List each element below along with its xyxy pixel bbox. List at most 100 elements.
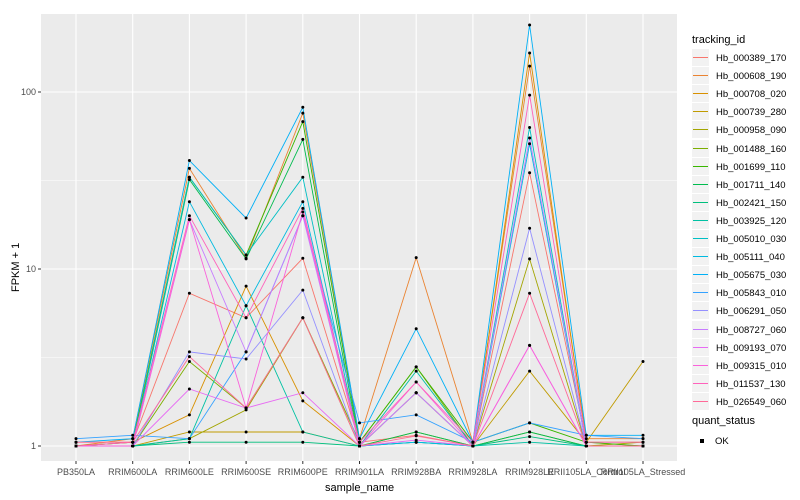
data-point [187,159,191,163]
legend-title-quant-status: quant_status [692,415,755,427]
legend-item-label: Hb_000608_190 [716,71,787,83]
data-point [301,288,305,292]
x-axis-title: sample_name [325,482,395,494]
data-point [301,391,305,395]
data-point [528,142,532,146]
data-point [187,218,191,222]
data-point [528,136,532,140]
data-point [358,437,361,441]
data-point [187,350,191,354]
data-point [414,256,418,260]
data-point [528,226,532,230]
legend-item-label: Hb_005843_010 [716,288,787,300]
legend-key-swatch [692,157,709,175]
legend-key-line-icon [693,292,708,294]
legend-item-label: Hb_003925_120 [716,215,787,227]
legend-key-swatch [692,175,709,193]
legend-key-swatch [692,193,709,211]
data-point [528,369,532,373]
legend-item-label: Hb_000958_090 [716,125,787,137]
legend-item-label: OK [715,436,729,447]
data-point [584,433,588,437]
data-point [414,430,418,434]
data-point [187,178,191,182]
legend-item-label: Hb_000739_280 [716,107,787,119]
data-point [301,210,305,214]
data-point [414,434,418,438]
x-tick-label-RRIM928BA: RRIM928BA [391,467,442,477]
legend-key-line-icon [693,57,708,58]
data-point [414,365,418,369]
data-point [414,413,418,417]
legend-key-swatch [692,320,709,338]
legend-item-label: Hb_002421_150 [716,197,787,209]
legend-item-label: Hb_009193_070 [716,342,787,354]
data-point [187,200,191,204]
data-point [74,444,78,448]
x-tick-label-PB350LA: PB350LA [56,467,96,477]
legend-key-swatch [692,248,709,266]
data-point [244,257,248,261]
data-point [244,350,248,354]
data-point [414,380,418,384]
data-point [187,430,191,434]
legend-key-swatch [692,392,709,410]
x-tick-label-RRIM600PE: RRIM600PE [277,467,328,477]
data-point [414,438,418,442]
data-point [131,437,135,441]
legend-key-line-icon [693,147,708,149]
data-point [414,327,418,331]
x-tick-label-RRII105LA_Control: RRII105LA_Control [547,467,626,477]
data-point [528,343,532,347]
y-axis-title: FPKM + 1 [10,242,22,292]
data-point [358,444,361,448]
legend-item-label: Hb_000389_170 [716,53,787,64]
data-point [528,257,532,261]
data-point [187,360,191,364]
data-point [131,444,135,448]
legend-key-line-icon [693,256,708,258]
data-point [301,256,305,260]
legend-key-swatch [692,103,709,121]
data-point [187,437,191,441]
data-point [414,369,418,373]
data-point [414,391,418,395]
data-point [528,440,532,444]
y-tick-label: 100 [20,87,36,97]
legend-key-swatch [692,266,709,284]
legend-key-line-icon [693,382,708,384]
data-point [301,137,305,141]
data-point [528,421,532,425]
x-tick-label-RRIM901LA: RRIM901LA [334,467,385,477]
legend-key-line-icon [693,310,708,312]
data-point [641,360,645,364]
legend-key-swatch [692,374,709,392]
data-point [244,316,248,320]
legend-item-label: Hb_026549_060 [716,396,787,408]
data-point [301,440,305,444]
data-point [358,421,361,425]
legend-item-label: Hb_006291_050 [716,306,787,318]
legend-key-swatch [692,211,709,229]
legend-item-label: Hb_001711_140 [716,179,786,191]
data-point [471,440,475,444]
data-point [244,304,248,308]
data-point [187,214,191,218]
x-tick-label-RRIM928LE: RRIM928LE [505,467,555,477]
data-point [301,200,305,204]
data-point [187,166,191,170]
legend-item-label: Hb_001488_160 [716,143,787,155]
legend-key-swatch [692,356,709,374]
y-tick-label: 10 [25,264,36,274]
x-tick-label-RRIM600SE: RRIM600SE [221,467,272,477]
data-point [244,430,248,434]
legend-key-line-icon [693,328,708,330]
legend-key-swatch [692,85,709,103]
legend-title-tracking-id: tracking_id [692,34,746,46]
legend-key-swatch [692,284,709,302]
legend-key-line-icon [693,364,708,366]
legend-item-label: Hb_001699_110 [716,161,786,173]
data-point [301,430,305,434]
